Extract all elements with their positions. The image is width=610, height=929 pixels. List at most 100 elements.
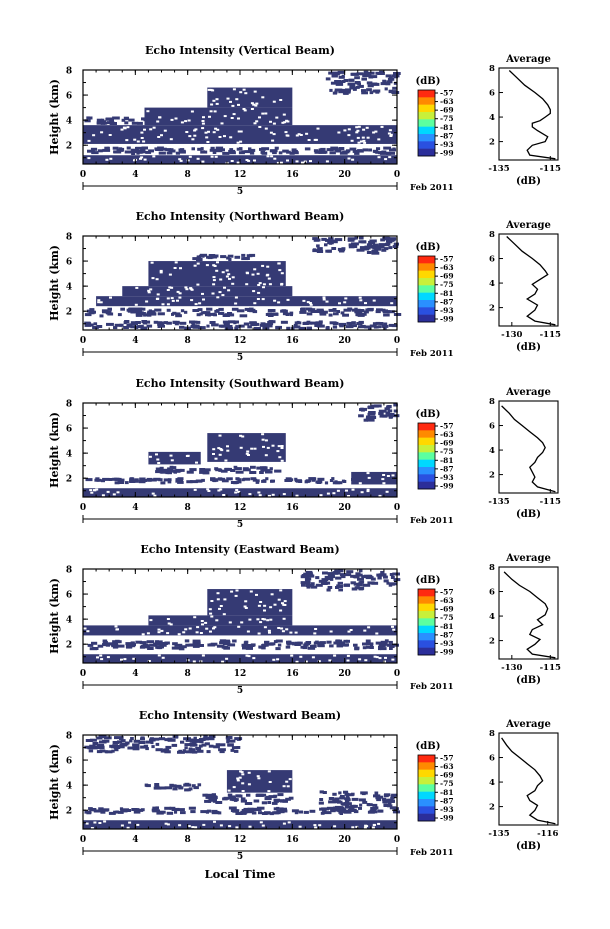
echo-cell xyxy=(368,75,374,79)
echo-gap xyxy=(377,156,381,159)
echo-cell xyxy=(376,798,381,802)
echo-gap xyxy=(358,296,362,299)
echo-cell xyxy=(177,480,184,484)
echo-gap xyxy=(314,628,318,630)
colorbar-swatch xyxy=(418,134,435,142)
echo-cell xyxy=(167,480,172,484)
echo-gap xyxy=(176,299,179,302)
echo-gap xyxy=(325,160,329,163)
echo-gap xyxy=(258,494,262,497)
echo-gap xyxy=(201,623,204,626)
echo-gap xyxy=(215,98,219,101)
echo-cell xyxy=(351,797,359,801)
echo-gap xyxy=(286,785,290,788)
echo-gap xyxy=(357,141,361,144)
echo-cell xyxy=(282,312,287,316)
echo-cell xyxy=(361,91,368,95)
echo-cell xyxy=(354,76,360,80)
echo-cell xyxy=(243,322,250,326)
echo-gap xyxy=(178,292,182,295)
echo-gap xyxy=(230,117,234,119)
echo-cell xyxy=(320,811,325,815)
echo-cell xyxy=(85,478,93,482)
echo-gap xyxy=(307,139,311,141)
echo-cell xyxy=(386,239,391,243)
echo-cell xyxy=(133,150,141,153)
echo-cell xyxy=(367,412,376,416)
echo-cell xyxy=(286,150,291,154)
echo-cell xyxy=(258,811,263,815)
average-x-tick-label: -135 xyxy=(488,164,509,174)
echo-gap xyxy=(168,286,172,289)
echo-cell xyxy=(245,646,253,650)
panels: Echo Intensity (Vertical Beam)2468Height… xyxy=(48,44,561,862)
echo-cell xyxy=(175,735,179,739)
echo-cell xyxy=(120,307,125,311)
average-y-tick-label: 6 xyxy=(489,422,495,432)
echo-gap xyxy=(391,625,394,628)
echo-cell xyxy=(354,586,360,590)
echo-cell xyxy=(196,749,204,753)
echo-cell xyxy=(114,323,123,327)
colorbar-swatch xyxy=(418,596,435,604)
echo-gap xyxy=(257,291,261,294)
echo-gap xyxy=(280,459,284,462)
echo-cell xyxy=(151,737,160,741)
echo-cell xyxy=(198,744,203,748)
echo-cell xyxy=(335,586,339,589)
echo-gap xyxy=(220,122,224,125)
echo-cell xyxy=(347,82,356,86)
echo-cell xyxy=(374,404,382,408)
echo-cell xyxy=(252,321,257,325)
colorbar-tick-label: -81 xyxy=(440,123,454,132)
echo-gap xyxy=(156,458,160,461)
y-tick-label: 4 xyxy=(66,616,72,626)
echo-gap xyxy=(160,629,164,632)
echo-cell xyxy=(206,255,214,259)
echo-gap xyxy=(228,621,232,624)
echo-cell xyxy=(203,311,211,315)
echo-cell xyxy=(160,786,164,790)
echo-cell xyxy=(318,320,323,324)
echo-gap xyxy=(235,826,239,829)
echo-cell xyxy=(352,149,358,153)
echo-cell xyxy=(231,809,239,813)
echo-cell xyxy=(185,643,190,647)
echo-gap xyxy=(157,628,161,631)
echo-gap xyxy=(278,456,282,459)
echo-cell xyxy=(371,251,380,255)
echo-cell xyxy=(186,470,194,474)
echo-cell xyxy=(302,322,309,325)
echo-gap xyxy=(249,590,253,593)
echo-cell xyxy=(228,739,236,743)
echo-cell xyxy=(304,147,311,151)
echo-cell xyxy=(367,574,373,578)
echo-gap xyxy=(237,117,240,120)
echo-gap xyxy=(97,301,101,304)
echo-cell xyxy=(291,148,297,152)
echo-cell xyxy=(336,644,343,648)
echo-cell xyxy=(112,116,120,120)
colorbar-tick-label: -75 xyxy=(440,613,454,622)
echo-gap xyxy=(298,825,302,828)
colorbar-swatch xyxy=(418,270,435,279)
echo-cell xyxy=(274,469,282,473)
average-x-tick-label: -130 xyxy=(501,330,522,340)
echo-cell xyxy=(203,735,208,739)
echo-cell xyxy=(154,783,160,786)
echo-gap xyxy=(159,271,163,274)
echo-cell xyxy=(338,90,346,94)
echo-gap xyxy=(89,489,93,492)
echo-cell xyxy=(319,790,324,794)
echo-cell xyxy=(387,405,392,408)
echo-gap xyxy=(149,128,153,131)
x-tick-label: 0 xyxy=(394,170,400,180)
echo-cell xyxy=(388,413,395,416)
echo-gap xyxy=(234,594,238,597)
echo-cell xyxy=(215,309,220,313)
average-y-tick-label: 6 xyxy=(489,754,495,764)
echo-cell xyxy=(261,812,268,815)
echo-cell xyxy=(197,748,201,752)
echo-cell xyxy=(357,577,364,581)
echo-cell xyxy=(211,793,216,797)
